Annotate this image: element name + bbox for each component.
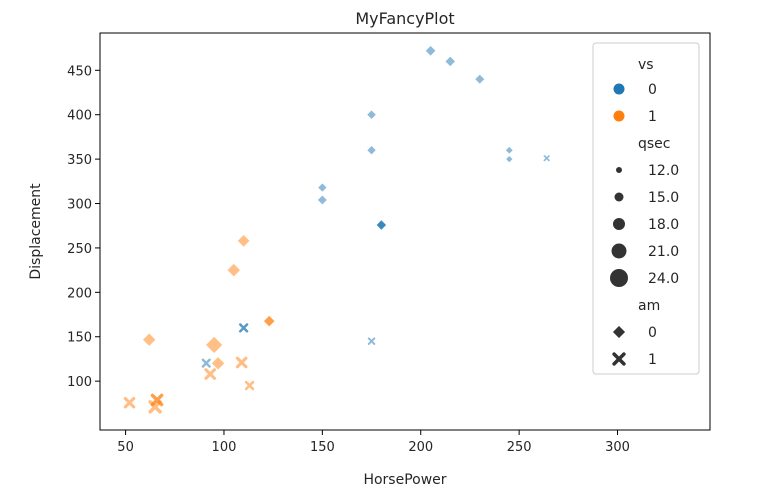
data-point <box>375 219 388 231</box>
y-tick-label: 350 <box>67 153 92 168</box>
data-point <box>366 109 377 120</box>
legend-style-marker <box>612 325 626 339</box>
legend-label: 21.0 <box>648 244 679 260</box>
legend-title: vs <box>638 57 654 73</box>
x-axis: 50 100 150 200 250 300 <box>117 430 630 455</box>
legend-label: 15.0 <box>648 190 679 206</box>
legend-label: 1 <box>648 352 657 368</box>
data-point <box>424 45 437 57</box>
data-point <box>244 380 255 391</box>
data-point <box>474 73 486 85</box>
data-point <box>317 194 328 206</box>
legend-label: 12.0 <box>648 163 679 179</box>
legend-style-marker <box>612 352 626 366</box>
data-point <box>142 332 157 347</box>
legend-size-marker <box>610 269 628 287</box>
legend-label: 24.0 <box>648 271 679 287</box>
y-axis: 100 150 200 250 300 350 400 450 <box>67 64 100 390</box>
data-point <box>366 145 377 156</box>
legend-hue-marker <box>613 83 625 95</box>
y-tick-label: 450 <box>67 64 92 79</box>
y-tick-label: 250 <box>67 242 92 257</box>
data-point <box>367 337 376 345</box>
legend-size-marker <box>614 192 624 202</box>
data-point <box>238 323 249 333</box>
legend-label: 0 <box>648 82 657 98</box>
x-tick-label: 200 <box>408 440 433 455</box>
y-tick-label: 150 <box>67 331 92 346</box>
legend-size-marker <box>613 218 625 230</box>
data-point <box>317 182 328 193</box>
data-point <box>505 155 514 164</box>
data-point <box>543 155 550 162</box>
points-layer <box>123 45 550 414</box>
x-tick-label: 100 <box>212 440 237 455</box>
data-point <box>204 368 217 380</box>
legend: vs 0 1 qsec 12.0 15.0 18.0 21.0 24.0 am 0 1 <box>592 42 700 375</box>
x-axis-label: HorsePower <box>363 472 446 488</box>
x-tick-label: 250 <box>507 440 532 455</box>
legend-label: 0 <box>648 325 657 341</box>
y-axis-label: Displacement <box>28 183 44 280</box>
legend-size-marker <box>616 167 622 173</box>
data-point <box>444 55 456 68</box>
legend-title: am <box>638 298 660 314</box>
data-point <box>226 262 241 278</box>
data-point <box>211 356 226 371</box>
x-tick-label: 300 <box>605 440 630 455</box>
chart-title: MyFancyPlot <box>355 9 454 28</box>
data-point <box>236 234 251 248</box>
x-tick-label: 50 <box>117 440 134 455</box>
data-point <box>504 145 514 155</box>
data-point <box>235 356 248 369</box>
plot-frame <box>99 32 711 431</box>
data-point <box>201 358 211 368</box>
legend-title: qsec <box>638 136 671 152</box>
data-point <box>151 393 164 406</box>
legend-size-marker <box>611 243 627 259</box>
x-tick-label: 150 <box>310 440 335 455</box>
data-point <box>205 335 224 354</box>
legend-label: 1 <box>648 109 657 125</box>
y-tick-label: 300 <box>67 198 92 213</box>
y-tick-label: 400 <box>67 109 92 124</box>
data-point <box>262 314 276 328</box>
legend-label: 18.0 <box>648 217 679 233</box>
y-tick-label: 100 <box>67 375 92 390</box>
data-point <box>123 396 136 409</box>
legend-hue-marker <box>613 110 625 122</box>
legend-box <box>592 42 700 375</box>
y-tick-label: 200 <box>67 286 92 301</box>
